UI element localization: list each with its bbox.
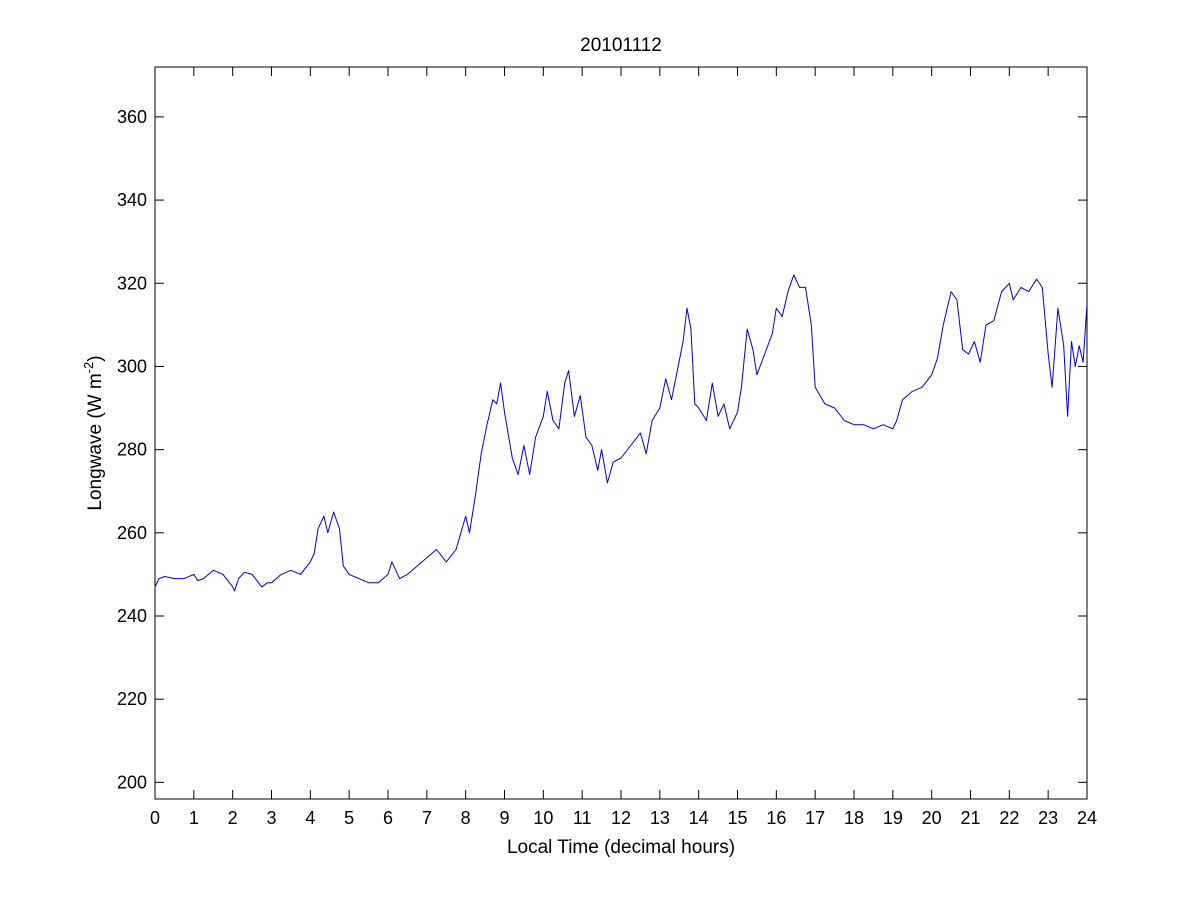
x-tick-label: 9 [499, 808, 509, 828]
x-tick-label: 10 [533, 808, 553, 828]
y-tick-label: 280 [117, 440, 147, 460]
series-line [154, 274, 1088, 592]
x-tick-label: 3 [266, 808, 276, 828]
x-axis-label: Local Time (decimal hours) [507, 837, 735, 858]
plot-area [154, 66, 1088, 800]
x-tick-label: 23 [1038, 808, 1058, 828]
x-tick-label: 22 [999, 808, 1019, 828]
y-tick-label: 200 [117, 772, 147, 792]
y-tick-label: 340 [117, 190, 147, 210]
x-tick-label: 5 [344, 808, 354, 828]
y-tick-labels: 200 220 240 260 280 300 320 340 360 [117, 107, 147, 792]
y-tick-label: 220 [117, 689, 147, 709]
y-axis-label-superscript: -2 [81, 362, 96, 374]
series-layer [154, 274, 1088, 592]
y-axis-label-main: Longwave (W m [85, 373, 106, 510]
y-tick-label: 240 [117, 606, 147, 626]
y-axis-label-suffix: ) [85, 355, 106, 361]
x-tick-label: 15 [727, 808, 747, 828]
x-tick-label: 12 [611, 808, 631, 828]
y-axis-label: Longwave (W m-2) [81, 355, 106, 510]
x-tick-label: 7 [422, 808, 432, 828]
x-tick-label: 11 [573, 808, 592, 828]
chart-title: 20101112 [580, 35, 662, 56]
x-tick-label: 14 [689, 808, 709, 828]
x-tick-label: 24 [1077, 808, 1097, 828]
x-tick-label: 19 [883, 808, 903, 828]
x-tick-label: 21 [960, 808, 980, 828]
x-tick-label: 20 [922, 808, 942, 828]
x-tick-labels: 0 1 2 3 4 5 6 7 8 9 10 11 12 13 14 15 16 17 18 19 20 21 22 23 24 [150, 808, 1097, 828]
x-tick-label: 6 [383, 808, 393, 828]
x-tick-label: 1 [189, 808, 199, 828]
y-tick-label: 300 [117, 356, 147, 376]
x-tick-label: 4 [305, 808, 315, 828]
x-tick-label: 17 [805, 808, 825, 828]
x-tick-label: 16 [766, 808, 786, 828]
y-tick-label: 360 [117, 107, 147, 127]
x-tick-label: 2 [228, 808, 238, 828]
x-tick-label: 8 [461, 808, 471, 828]
x-tick-label: 0 [150, 808, 160, 828]
y-tick-label: 260 [117, 523, 147, 543]
axis-ticks [154, 67, 1088, 799]
x-tick-label: 13 [650, 808, 670, 828]
x-tick-label: 18 [844, 808, 864, 828]
y-tick-label: 320 [117, 273, 147, 293]
